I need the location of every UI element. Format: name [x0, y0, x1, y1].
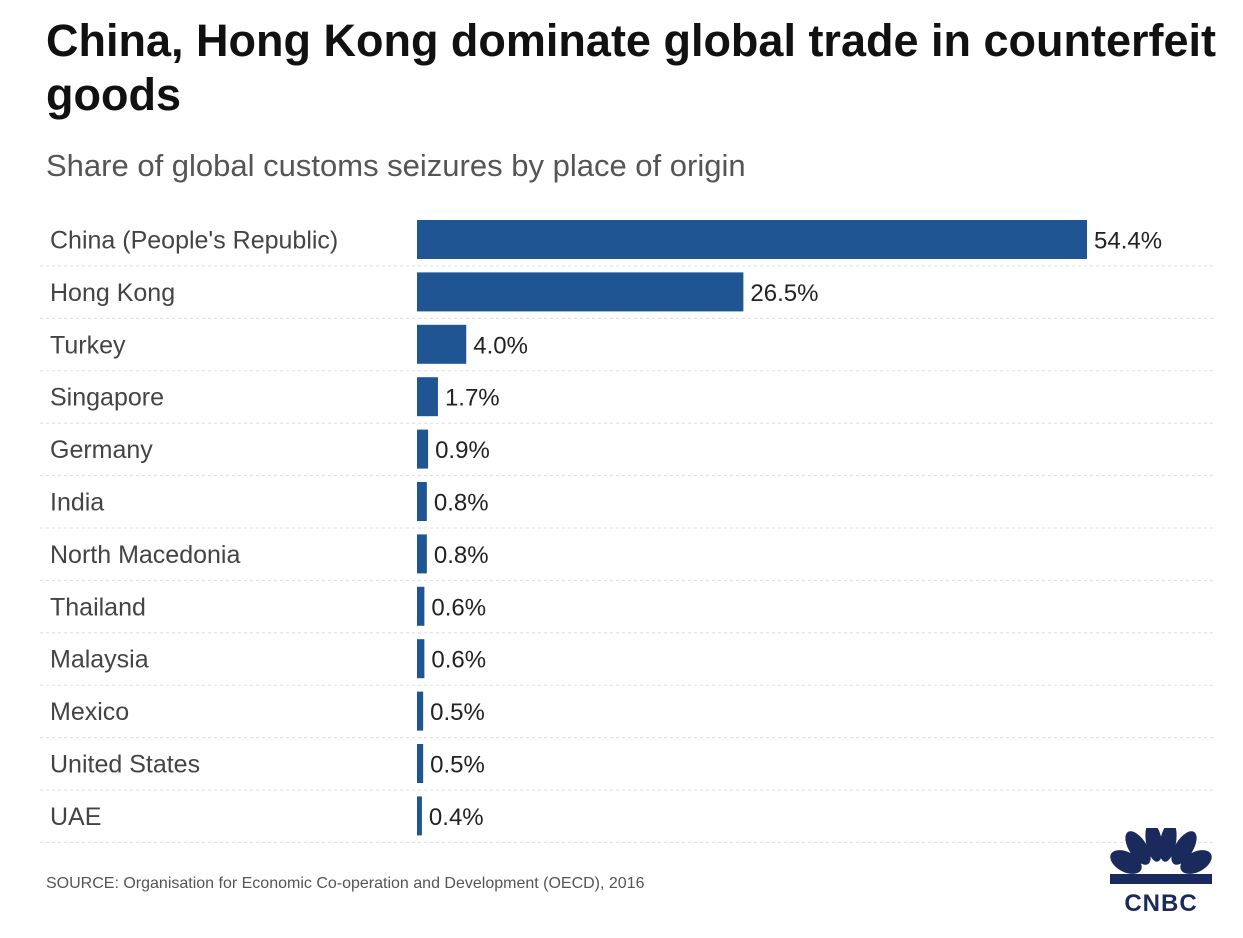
bar	[417, 377, 438, 417]
cnbc-logo-text: CNBC	[1124, 890, 1197, 914]
chart-title: China, Hong Kong dominate global trade i…	[46, 15, 1216, 120]
category-label: UAE	[50, 803, 101, 831]
value-label: 0.9%	[435, 437, 490, 464]
peacock-icon	[1110, 828, 1212, 884]
category-label: United States	[50, 751, 200, 779]
bar	[417, 744, 424, 783]
value-label: 54.4%	[1094, 228, 1162, 255]
value-label: 0.6%	[431, 647, 486, 674]
category-label: Malaysia	[50, 646, 149, 674]
value-label: 0.5%	[430, 699, 485, 726]
bar	[417, 639, 425, 679]
bar	[417, 534, 427, 574]
bar	[417, 482, 427, 521]
category-label: Germany	[50, 436, 153, 464]
bar	[417, 220, 1087, 259]
bar	[417, 796, 422, 836]
bar	[417, 272, 744, 312]
value-label: 0.6%	[431, 594, 486, 621]
source-note: SOURCE: Organisation for Economic Co-ope…	[46, 875, 645, 892]
category-label: Hong Kong	[50, 279, 175, 307]
category-label: Turkey	[50, 331, 126, 359]
bar	[417, 586, 425, 626]
value-label: 1.7%	[445, 385, 500, 412]
value-label: 0.4%	[429, 804, 484, 831]
bar	[417, 429, 429, 469]
value-label: 0.8%	[434, 542, 489, 569]
category-label: Mexico	[50, 698, 129, 726]
bar-chart: China (People's Republic) 54.4% Hong Kong 2…	[40, 220, 1215, 843]
category-label: North Macedonia	[50, 541, 240, 569]
category-label: Thailand	[50, 593, 146, 621]
category-label: Singapore	[50, 384, 164, 412]
category-label: China (People's Republic)	[50, 227, 338, 255]
bar	[417, 324, 467, 364]
value-label: 26.5%	[750, 280, 818, 307]
category-label: India	[50, 489, 104, 517]
value-label: 4.0%	[473, 332, 528, 359]
cnbc-logo: CNBC	[1110, 828, 1212, 914]
value-label: 0.8%	[434, 490, 489, 517]
value-label: 0.5%	[430, 752, 485, 779]
chart-subtitle: Share of global customs seizures by plac…	[46, 148, 746, 183]
bar	[417, 691, 424, 731]
